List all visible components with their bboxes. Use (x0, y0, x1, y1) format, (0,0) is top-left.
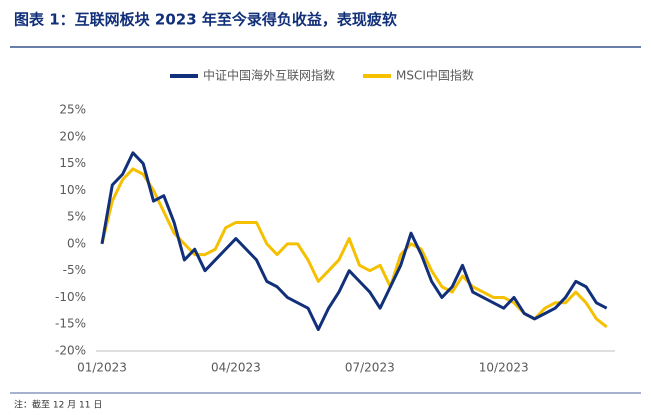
footnote: 注：截至 12 月 11 日 (14, 399, 102, 411)
x-tick-label: 01/2023 (77, 361, 127, 375)
x-tick-label: 04/2023 (211, 361, 261, 375)
legend-label: MSCI中国指数 (396, 68, 474, 83)
legend-label: 中证中国海外互联网指数 (203, 68, 335, 83)
chart-title: 图表 1：互联网板块 2023 年至今录得负收益，表现疲软 (14, 11, 397, 29)
y-tick-label: 15% (59, 156, 86, 170)
y-tick-label: 20% (59, 129, 86, 143)
y-tick-label: 25% (59, 103, 86, 117)
x-tick-label: 10/2023 (479, 361, 529, 375)
series-line (100, 167, 608, 329)
y-tick-label: 0% (67, 236, 86, 250)
y-tick-label: -15% (55, 317, 86, 331)
x-tick-label: 07/2023 (345, 361, 395, 375)
y-tick-label: -10% (55, 290, 86, 304)
y-tick-label: -20% (55, 344, 86, 358)
y-tick-label: -5% (63, 263, 86, 277)
series-line (100, 151, 608, 332)
y-tick-label: 10% (59, 183, 86, 197)
y-tick-label: 5% (67, 210, 86, 224)
